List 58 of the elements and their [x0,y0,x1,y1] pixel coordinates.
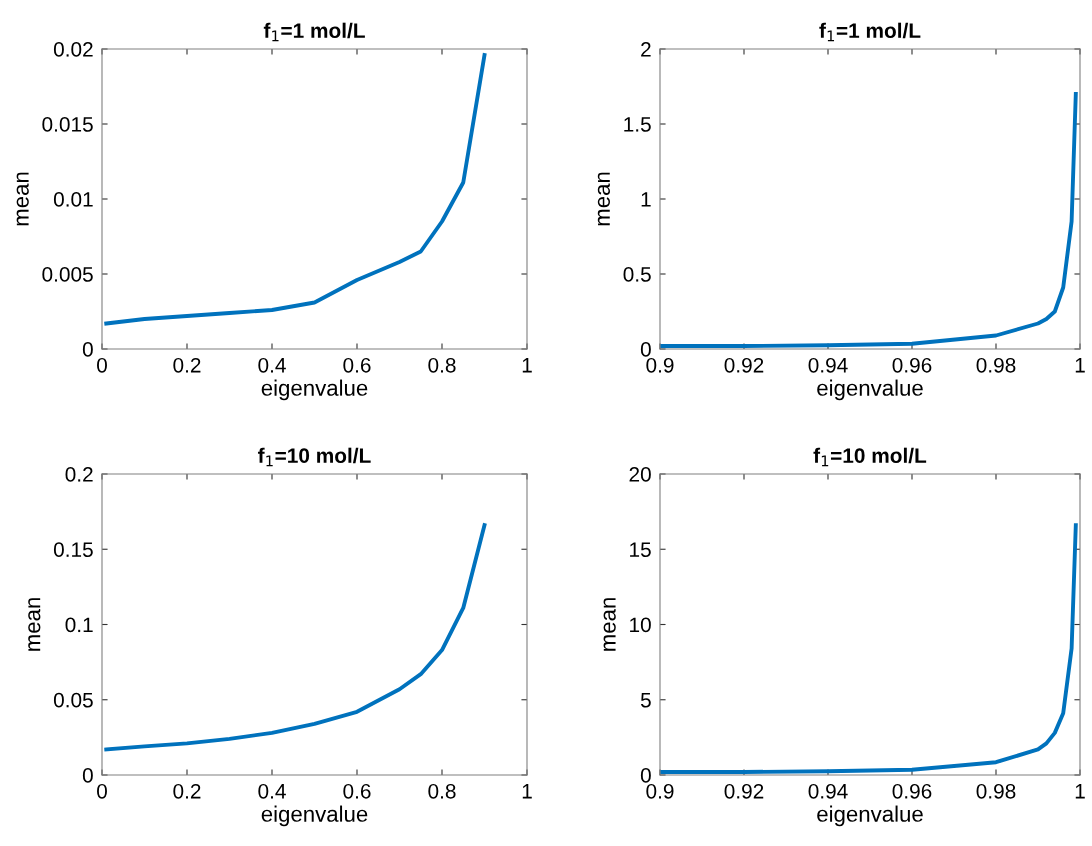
x-tick-label: 0.2 [173,783,201,799]
y-axis-title: mean [597,172,610,226]
y-tick-label: 0.005 [42,267,93,282]
x-tick-label: 0.6 [343,357,371,373]
y-tick-label: 5 [640,692,651,708]
x-tick-label: 0.8 [428,783,456,799]
x-tick-label: 0.4 [258,783,286,799]
x-axis-title: eigenvalue [261,379,368,401]
y-tick-label: 0 [640,768,651,783]
y-tick-label: 0.15 [53,542,93,557]
chart-title: f$_{1}$=10 mol/L [257,447,371,467]
x-tick-label: 0.9 [646,357,674,373]
x-tick-label: 0.94 [808,783,848,799]
x-tick-label: 0.94 [808,357,848,373]
x-tick-label: 0.98 [976,783,1016,799]
y-tick-label: 0 [640,342,651,357]
x-tick-label: 0.9 [646,783,674,799]
chart-title: f$_{1}$=10 mol/L [813,447,927,467]
chart-title: f$_{1}$=1 mol/L [819,22,921,42]
y-tick-label: 0.1 [65,617,93,633]
y-tick-label: 0.5 [623,267,651,282]
y-tick-label: 15 [630,542,651,557]
chart-title: f$_{1}$=1 mol/L [263,22,365,42]
y-tick-label: 0.02 [53,42,93,57]
x-tick-label: 1 [1075,358,1085,373]
y-tick-label: 0 [82,342,93,357]
y-tick-label: 0.015 [42,117,93,132]
x-tick-label: 1 [1075,784,1085,799]
y-tick-label: 1.5 [624,117,651,132]
y-tick-label: 2 [641,42,651,57]
x-axis-title: eigenvalue [817,805,923,827]
x-tick-label: 0.92 [724,783,764,799]
x-tick-label: 0.96 [892,783,932,799]
x-axis-title: eigenvalue [817,379,923,401]
x-tick-label: 0 [97,783,107,799]
x-axis-title: eigenvalue [261,805,368,827]
y-tick-label: 1 [641,192,651,207]
y-tick-label: 10 [630,617,651,633]
x-tick-label: 0.2 [173,357,201,373]
x-tick-label: 1 [522,358,532,373]
line-series [104,53,487,326]
y-axis-title: mean [603,598,616,651]
x-tick-label: 1 [522,784,532,799]
y-tick-label: 0.01 [53,192,93,207]
x-tick-label: 0.92 [724,357,764,373]
x-tick-label: 0.6 [343,783,371,799]
y-tick-label: 0.2 [65,467,93,482]
line-series [104,523,487,752]
x-tick-label: 0.98 [976,357,1016,373]
y-tick-label: 0.05 [53,692,93,708]
y-tick-label: 20 [629,467,651,482]
x-tick-label: 0 [97,357,107,373]
x-tick-label: 0.4 [258,357,286,373]
y-axis-title: mean [28,598,41,651]
x-tick-label: 0.96 [892,357,932,373]
y-axis-title: mean [16,172,29,226]
y-tick-label: 0 [82,768,93,783]
x-tick-label: 0.8 [428,357,456,373]
